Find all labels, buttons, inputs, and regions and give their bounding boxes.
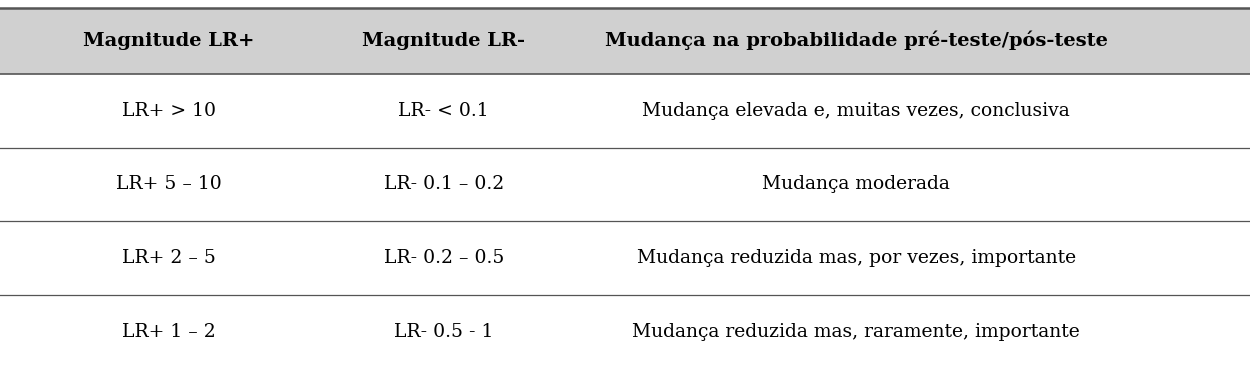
FancyBboxPatch shape [0,74,1250,147]
Text: Magnitude LR+: Magnitude LR+ [82,32,255,49]
Text: Mudança elevada e, muitas vezes, conclusiva: Mudança elevada e, muitas vezes, conclus… [642,101,1070,120]
FancyBboxPatch shape [0,296,1250,369]
Text: LR+ 5 – 10: LR+ 5 – 10 [116,176,221,193]
Text: Mudança reduzida mas, raramente, importante: Mudança reduzida mas, raramente, importa… [632,323,1080,342]
Text: Mudança na probabilidade pré-teste/pós-teste: Mudança na probabilidade pré-teste/pós-t… [605,31,1108,50]
Text: LR+ 2 – 5: LR+ 2 – 5 [121,250,216,267]
Text: LR- < 0.1: LR- < 0.1 [399,101,489,120]
FancyBboxPatch shape [0,8,1250,74]
Text: LR- 0.1 – 0.2: LR- 0.1 – 0.2 [384,176,504,193]
Text: Mudança moderada: Mudança moderada [762,176,950,193]
FancyBboxPatch shape [0,147,1250,222]
Text: Mudança reduzida mas, por vezes, importante: Mudança reduzida mas, por vezes, importa… [636,250,1076,267]
Text: LR- 0.2 – 0.5: LR- 0.2 – 0.5 [384,250,504,267]
FancyBboxPatch shape [0,222,1250,296]
Text: LR- 0.5 - 1: LR- 0.5 - 1 [394,323,494,342]
Text: LR+ 1 – 2: LR+ 1 – 2 [122,323,216,342]
Text: LR+ > 10: LR+ > 10 [121,101,216,120]
Text: Magnitude LR-: Magnitude LR- [362,32,525,49]
